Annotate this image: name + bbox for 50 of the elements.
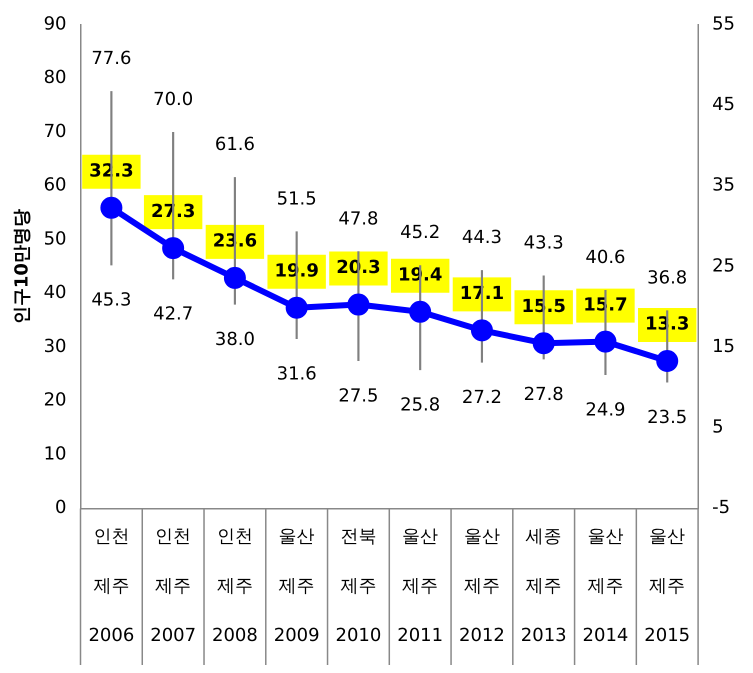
category-label: 인천 제주 2008: [212, 526, 258, 646]
category-label: 전북 제주 2010: [336, 526, 382, 646]
annotation: 40.6: [585, 246, 626, 268]
annotation: 43.3: [524, 232, 564, 254]
annotation: 45.2: [400, 222, 440, 244]
category-label: 울산 제주 2015: [644, 526, 690, 646]
category-label: 울산 제주 2012: [459, 526, 505, 646]
annotation: 27.2: [462, 386, 502, 408]
data-label: 17.1: [460, 283, 504, 304]
y2-tick-label: 25: [712, 255, 735, 276]
annotation: 70.0: [153, 88, 194, 110]
annotation: 42.7: [153, 304, 194, 325]
annotation: 77.6: [91, 48, 132, 70]
annotation: 38.0: [214, 328, 255, 350]
y2-tick-label: 15: [712, 336, 735, 357]
y-tick-label: 30: [44, 336, 67, 357]
annotation: 44.3: [462, 227, 502, 248]
y2-tick-label: -5: [712, 497, 730, 518]
y-tick-label: 10: [44, 443, 67, 464]
y-tick-label: 90: [44, 13, 67, 34]
y-tick-label: 50: [44, 228, 67, 250]
y2-tick-label: 5: [712, 416, 724, 438]
annotation: 47.8: [338, 208, 378, 230]
data-label: 27.3: [150, 200, 196, 222]
annotation: 51.5: [276, 188, 317, 210]
category-label: 인천 제주 2006: [88, 526, 134, 646]
annotation: 25.8: [400, 394, 440, 416]
annotation: 45.3: [91, 290, 132, 311]
y-axis-title: 인구10만명당: [11, 209, 32, 324]
category-label: 울산 제주 2009: [274, 526, 320, 646]
category-label: 인천 제주 2007: [150, 526, 196, 646]
y-tick-label: 40: [44, 282, 67, 304]
annotation: 61.6: [214, 134, 255, 156]
category-label: 울산 제주 2011: [397, 526, 444, 646]
category-label: 울산 제주 2014: [582, 526, 628, 646]
y2-tick-label: 35: [712, 174, 735, 196]
category-label: 세종 제주 2013: [520, 526, 567, 646]
annotation: 27.5: [338, 385, 378, 406]
annotation: 36.8: [647, 267, 688, 288]
annotation: 24.9: [585, 399, 626, 420]
y-tick-label: 80: [44, 67, 67, 88]
y-tick-label: 0: [55, 497, 67, 518]
y-tick-label: 60: [44, 174, 67, 196]
y-tick-label: 70: [44, 120, 67, 142]
y-tick-label: 20: [44, 390, 67, 411]
annotation: 31.6: [276, 363, 317, 384]
y2-tick-label: 45: [712, 94, 735, 116]
annotation: 27.8: [524, 384, 564, 405]
y2-tick-label: 55: [712, 13, 735, 34]
annotation: 23.5: [647, 406, 688, 428]
